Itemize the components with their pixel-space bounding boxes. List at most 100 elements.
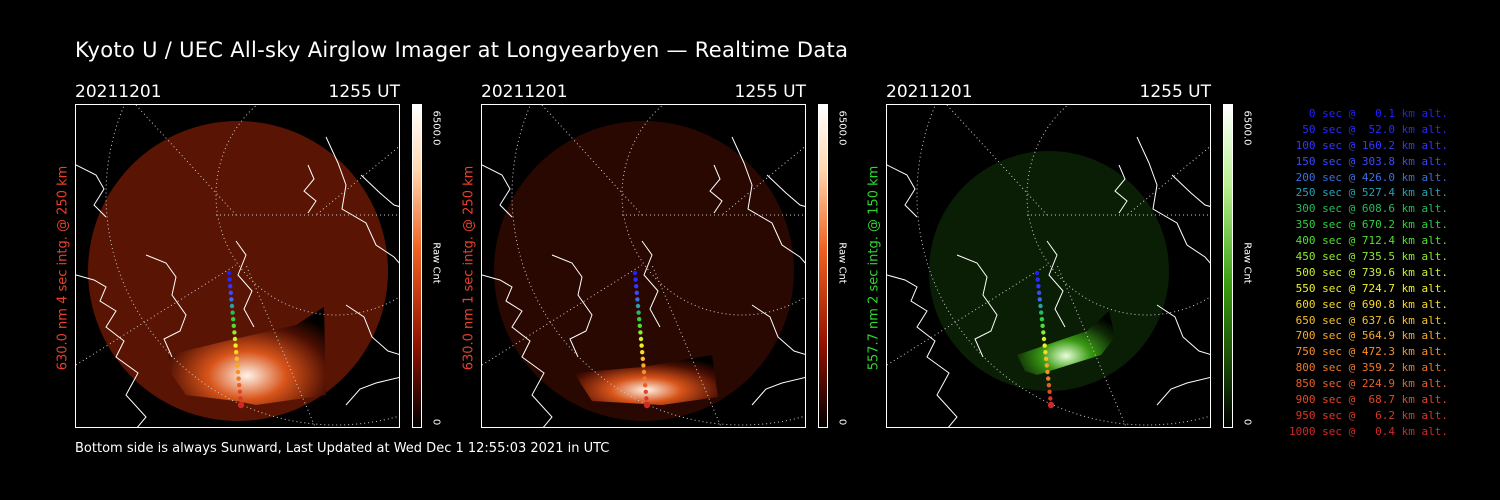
- legend-row: 400 sec @ 712.4 km alt.: [1289, 234, 1448, 248]
- trajectory-point: [229, 297, 234, 302]
- coastline: [1156, 304, 1210, 355]
- coastline: [641, 240, 661, 328]
- legend-row: 200 sec @ 426.0 km alt.: [1289, 170, 1448, 184]
- trajectory-point: [1046, 376, 1051, 381]
- coastline: [1136, 136, 1210, 264]
- trajectory-point: [1047, 389, 1052, 394]
- trajectory-point: [636, 310, 641, 315]
- trajectory-point: [634, 290, 639, 295]
- trajectory-point: [238, 396, 243, 401]
- legend-row: 650 sec @ 637.6 km alt.: [1289, 313, 1448, 327]
- trajectory-point: [1040, 323, 1045, 328]
- coastline: [482, 164, 513, 218]
- trajectory-point: [1043, 350, 1048, 355]
- trajectory-point: [1045, 369, 1050, 375]
- coastline: [887, 164, 918, 218]
- colorbar-unit: Raw Cnt: [1241, 242, 1253, 284]
- trajectory-point: [1042, 343, 1047, 348]
- coastline: [709, 164, 723, 214]
- panel-time: 1255 UT: [1139, 82, 1212, 102]
- trajectory-point: [639, 343, 644, 348]
- trajectory-point: [234, 356, 239, 361]
- trajectory-point: [228, 284, 233, 289]
- trajectory-point: [236, 376, 241, 381]
- legend-row: 450 sec @ 735.5 km alt.: [1289, 250, 1448, 264]
- legend-row: 250 sec @ 527.4 km alt.: [1289, 186, 1448, 200]
- trajectory-point: [643, 401, 651, 409]
- coastline: [1046, 240, 1066, 328]
- trajectory-point: [641, 363, 646, 368]
- trajectory-point: [237, 383, 242, 388]
- panel-date: 20211201: [481, 82, 568, 102]
- colorbar-max: 6500.0: [430, 110, 442, 146]
- trajectory-point: [230, 310, 235, 315]
- legend-row: 800 sec @ 359.2 km alt.: [1289, 361, 1448, 375]
- trajectory-point: [1035, 277, 1040, 282]
- trajectory-point: [234, 350, 239, 355]
- legend-row: 550 sec @ 724.7 km alt.: [1289, 281, 1448, 295]
- coastline: [887, 274, 958, 427]
- coastline: [751, 304, 805, 355]
- coastline: [145, 254, 187, 358]
- legend-row: 850 sec @ 224.9 km alt.: [1289, 377, 1448, 391]
- allsky-panel: 20211201 1255 UT 630.0 nm 4 sec intg. @ 2…: [56, 78, 442, 430]
- colorbar-min: 0: [836, 418, 848, 426]
- trajectory-point: [637, 323, 642, 328]
- panel-date: 20211201: [886, 82, 973, 102]
- colorbar-max: 6500.0: [836, 110, 848, 146]
- trajectory-point: [638, 336, 644, 342]
- coastline: [360, 174, 399, 207]
- legend-row: 700 sec @ 564.9 km alt.: [1289, 329, 1448, 343]
- trajectory-point: [1041, 336, 1047, 342]
- trajectory-point: [644, 396, 649, 401]
- coastline: [303, 164, 317, 214]
- coastline: [325, 136, 399, 264]
- colorbar-unit: Raw Cnt: [430, 242, 442, 284]
- trajectory-point: [1046, 383, 1052, 388]
- trajectory-point: [229, 303, 235, 309]
- legend-row: 500 sec @ 739.6 km alt.: [1289, 265, 1448, 279]
- coastline: [345, 304, 399, 355]
- sky-disk: [494, 121, 794, 421]
- coastline: [345, 376, 399, 406]
- colorbar-min: 0: [430, 418, 442, 426]
- trajectory-point: [1041, 330, 1046, 335]
- allsky-image: [76, 105, 399, 427]
- legend-row: 350 sec @ 670.2 km alt.: [1289, 218, 1448, 232]
- colorbar-min: 0: [1241, 418, 1253, 426]
- trajectory-point: [1043, 356, 1049, 361]
- trajectory-point: [1044, 363, 1049, 368]
- trajectory-point: [1034, 270, 1040, 276]
- coastline: [76, 274, 147, 427]
- image-frame: [75, 104, 400, 428]
- trajectory-point: [1037, 297, 1042, 302]
- trajectory-point: [640, 350, 645, 355]
- trajectory-point: [237, 389, 242, 394]
- trajectory-point: [635, 303, 641, 309]
- page-title: Kyoto U / UEC All-sky Airglow Imager at …: [75, 38, 849, 62]
- panel-ylabel: 630.0 nm 4 sec intg. @ 250 km: [55, 165, 71, 371]
- footer-status: Bottom side is always Sunward, Last Upda…: [75, 441, 610, 456]
- trajectory-point: [1047, 401, 1055, 409]
- trajectory-point: [632, 270, 638, 276]
- legend-row: 900 sec @ 68.7 km alt.: [1289, 393, 1448, 407]
- colorbar-unit: Raw Cnt: [836, 242, 848, 284]
- trajectory-point: [1039, 310, 1044, 315]
- legend-row: 50 sec @ 52.0 km alt.: [1289, 122, 1448, 136]
- trajectory-point: [231, 323, 236, 328]
- colorbar: [412, 104, 422, 428]
- legend-row: 950 sec @ 6.2 km alt.: [1289, 408, 1448, 422]
- trajectory-legend: 0 sec @ 0.1 km alt. 50 sec @ 52.0 km alt…: [1258, 107, 1448, 441]
- trajectory-point: [227, 277, 232, 282]
- colorbar: [818, 104, 828, 428]
- trajectory-point: [232, 336, 238, 342]
- coastline: [751, 376, 805, 406]
- legend-row: 150 sec @ 303.8 km alt.: [1289, 154, 1448, 168]
- legend-row: 0 sec @ 0.1 km alt.: [1289, 107, 1448, 120]
- colorbar-max: 6500.0: [1241, 110, 1253, 146]
- allsky-image: [887, 105, 1210, 427]
- panel-date: 20211201: [75, 82, 162, 102]
- coastline: [731, 136, 805, 264]
- coastline: [76, 164, 107, 218]
- allsky-panel: 20211201 1255 UT 557.7 nm 2 sec intg. @ 1…: [867, 78, 1253, 430]
